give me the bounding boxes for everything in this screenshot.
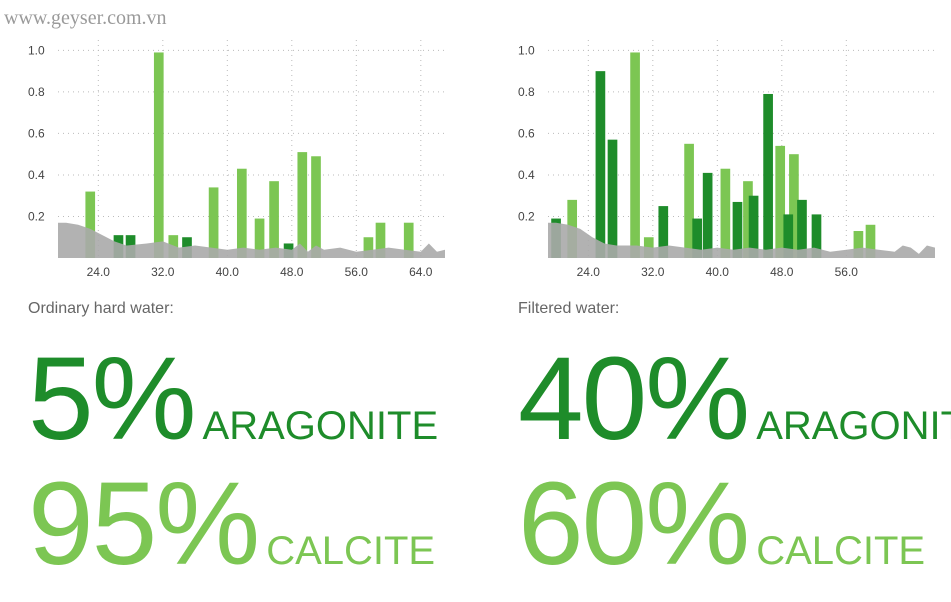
bar-light-green (684, 143, 694, 258)
bar-dark-green (748, 195, 759, 258)
bar-light-green (236, 168, 247, 258)
x-tick-label: 24.0 (577, 265, 601, 279)
bar-dark-green (732, 201, 743, 258)
x-tick-label: 56.0 (835, 265, 859, 279)
bar-light-green (297, 152, 308, 258)
y-tick-label: 0.2 (28, 209, 45, 223)
x-tick-label: 24.0 (87, 265, 111, 279)
x-tick-label: 48.0 (280, 265, 304, 279)
aragonite-label: ARAGONITE (756, 404, 951, 448)
stat-aragonite-filtered: 40%ARAGONITE (518, 340, 951, 458)
bar-light-green (153, 52, 164, 259)
y-tick-label: 1.0 (28, 43, 45, 57)
bar-light-green (630, 52, 640, 259)
bar-dark-green (595, 71, 606, 259)
panel-filtered-water: 24.0 32.0 40.0 48.0 56.0 0.2 0.4 0.6 0.8 1.0 Filt… (490, 0, 951, 602)
chart-filtered-water: 24.0 32.0 40.0 48.0 56.0 0.2 0.4 0.6 0.8 1.0 (518, 40, 935, 279)
bar-light-green (375, 222, 386, 258)
aragonite-label: ARAGONITE (202, 404, 439, 448)
bar-light-green (743, 181, 753, 258)
y-tick-label: 1.0 (518, 43, 535, 57)
watermark: www.geyser.com.vn (4, 7, 167, 29)
baseline-area (548, 222, 935, 258)
bar-light-green (789, 154, 799, 258)
calcite-percent: 95% (28, 458, 260, 590)
x-tick-label: 40.0 (706, 265, 730, 279)
x-tick-label: 56.0 (345, 265, 369, 279)
panel-hard-water: 24.0 32.0 40.0 48.0 56.0 64.0 0.2 0.4 0.6 0.8 1.0 … (28, 40, 445, 583)
caption-filtered-water: Filtered water: (518, 300, 620, 317)
stat-aragonite-hard: 5% ARAGONITE (28, 340, 438, 458)
bar-light-green (85, 191, 96, 258)
bar-light-green (720, 168, 731, 258)
bar-dark-green (763, 93, 773, 258)
bar-light-green (208, 187, 219, 258)
x-tick-label: 32.0 (151, 265, 175, 279)
y-tick-label: 0.2 (518, 209, 535, 223)
x-tick-label: 64.0 (409, 265, 433, 279)
bar-light-green (775, 145, 786, 258)
bar-light-green (269, 181, 279, 258)
y-tick-label: 0.8 (518, 85, 535, 99)
calcite-label: CALCITE (266, 529, 436, 573)
chart-hard-water: 24.0 32.0 40.0 48.0 56.0 64.0 0.2 0.4 0.6 0.8 1.0 (28, 40, 445, 279)
stat-calcite-hard: 95% CALCITE (28, 465, 435, 583)
bar-dark-green (797, 199, 807, 258)
aragonite-percent: 5% (28, 333, 197, 465)
aragonite-percent: 40% (518, 333, 750, 465)
bar-dark-green (658, 206, 669, 258)
caption-hard-water: Ordinary hard water: (28, 300, 174, 317)
bar-light-green (363, 237, 374, 258)
bar-dark-green (702, 172, 713, 258)
baseline-area (58, 222, 445, 258)
stat-calcite-filtered: 60% CALCITE (518, 465, 925, 583)
bar-dark-green (783, 214, 794, 258)
y-tick-label: 0.8 (28, 85, 45, 99)
bar-light-green (254, 218, 265, 258)
calcite-percent: 60% (518, 458, 750, 590)
bar-dark-green (607, 139, 618, 258)
bar-dark-green (811, 214, 822, 258)
y-tick-label: 0.4 (518, 168, 535, 182)
bar-light-green (865, 224, 876, 258)
y-tick-label: 0.6 (518, 126, 535, 140)
y-tick-label: 0.6 (28, 126, 45, 140)
bar-light-green (853, 231, 864, 258)
calcite-label: CALCITE (756, 529, 926, 573)
bar-light-green (403, 222, 414, 258)
bar-light-green (311, 156, 321, 258)
x-tick-label: 40.0 (216, 265, 240, 279)
x-tick-label: 32.0 (641, 265, 665, 279)
x-tick-label: 48.0 (770, 265, 794, 279)
bar-dark-green (692, 218, 702, 258)
y-tick-label: 0.4 (28, 168, 45, 182)
